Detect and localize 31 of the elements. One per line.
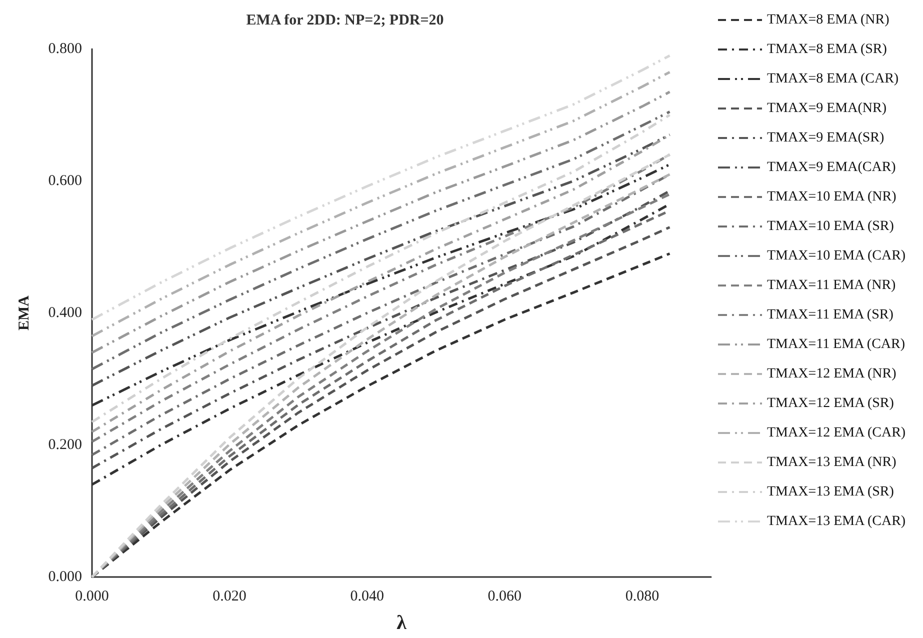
legend-label: TMAX=11 EMA (NR) [767,278,896,293]
y-tick-label: 0.200 [48,437,82,453]
legend-label: TMAX=13 EMA (CAR) [767,514,906,529]
legend-label: TMAX=10 EMA (CAR) [767,248,906,264]
legend-label: TMAX=10 EMA (SR) [767,219,894,234]
legend-label: TMAX=13 EMA (NR) [767,455,897,470]
legend-label: TMAX=11 EMA (CAR) [767,337,906,352]
y-tick-label: 0.600 [48,173,82,189]
x-tick-label: 0.040 [350,588,384,604]
legend-label: TMAX=12 EMA (CAR) [767,426,906,440]
x-tick-label: 0.000 [75,588,109,604]
legend-label: TMAX=8 EMA (CAR) [767,72,899,86]
x-tick-label: 0.060 [488,588,522,604]
y-tick-label: 0.000 [48,569,82,585]
legend-label: TMAX=10 EMA (NR) [767,190,897,204]
x-tick-label: 0.080 [625,588,660,604]
legend-label: TMAX=12 EMA (SR) [767,396,894,411]
chart-title: EMA for 2DD: NP=2; PDR=20 [246,12,444,28]
y-tick-label: 0.800 [48,41,82,57]
x-tick-label: 0.020 [212,588,246,604]
y-axis-title: EMA [16,295,32,330]
legend-label: TMAX=9 EMA(SR) [767,130,885,146]
legend-label: TMAX=8 EMA (SR) [767,42,888,57]
legend-label: TMAX=9 EMA(NR) [767,101,887,116]
legend-label: TMAX=12 EMA (NR) [767,366,897,382]
x-axis-title: λ [396,612,407,634]
legend-label: TMAX=13 EMA (SR) [767,484,894,500]
legend-label: TMAX=9 EMA(CAR) [767,160,896,175]
legend-label: TMAX=11 EMA (SR) [767,308,894,322]
y-tick-label: 0.400 [48,305,82,321]
legend-label: TMAX=8 EMA (NR) [767,12,890,28]
